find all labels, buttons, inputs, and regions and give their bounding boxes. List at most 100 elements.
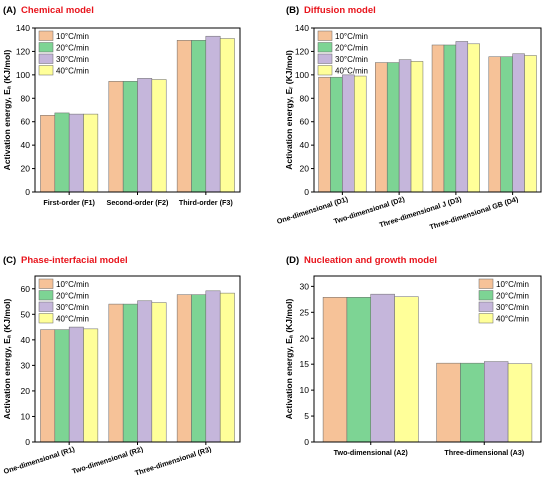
bar-2-3 — [191, 40, 207, 193]
bar-1-4 — [488, 56, 501, 193]
chart-panel-1: (A) Chemical model 0 20 40 60 80 100 120 140 First… — [2, 5, 241, 207]
panel-letter: (D) — [286, 255, 299, 266]
ytick-label: 40 — [21, 140, 31, 150]
legend-label: 40°C/min — [56, 315, 89, 324]
bar-3-3 — [205, 290, 221, 443]
bar-1-1 — [318, 76, 331, 193]
bar-1-3 — [431, 44, 445, 193]
bar-4-2 — [410, 61, 424, 193]
panel-title: Nucleation and growth model — [304, 255, 437, 266]
ytick-label: 80 — [21, 93, 31, 103]
panel-title: Diffusion model — [304, 5, 376, 16]
legend-swatch — [38, 313, 54, 324]
ytick-label: 100 — [295, 70, 309, 80]
xtick-label: Three-dimensional (A3) — [444, 448, 524, 457]
legend-swatch — [478, 313, 494, 324]
panel-letter: (B) — [286, 5, 299, 16]
legend-swatch — [38, 65, 54, 76]
legend-label: 10°C/min — [56, 32, 89, 41]
panel-title: Phase-interfacial model — [21, 255, 128, 266]
legend-swatch — [38, 301, 54, 312]
bar-2-1 — [346, 297, 372, 443]
bar-4-3 — [219, 38, 235, 193]
xtick-label: One-dimensional (R1) — [2, 444, 76, 476]
bar-3-2 — [137, 300, 153, 443]
bar-3-3 — [455, 41, 469, 193]
legend: 10°C/min 20°C/min 30°C/min 40°C/min — [317, 30, 368, 76]
legend-swatch — [317, 53, 333, 64]
ytick-label: 120 — [16, 46, 30, 56]
legend-swatch — [478, 301, 494, 312]
legend-swatch — [478, 290, 494, 301]
ytick-label: 20 — [21, 164, 31, 174]
ytick-label: 60 — [300, 117, 310, 127]
ytick-label: 80 — [300, 93, 310, 103]
bar-3-2 — [137, 78, 153, 193]
ytick-label: 20 — [300, 333, 310, 343]
legend-label: 40°C/min — [496, 315, 529, 324]
ytick-label: 25 — [300, 307, 310, 317]
bar-4-3 — [467, 43, 480, 193]
legend-label: 20°C/min — [335, 44, 368, 53]
legend-swatch — [38, 42, 54, 53]
legend-label: 40°C/min — [56, 67, 89, 76]
y-axis-label: Activation energy, Eᵣ (KJ/mol) — [284, 50, 294, 170]
xtick-label: Third-order (F3) — [179, 198, 234, 207]
panel-letter: (A) — [3, 5, 16, 16]
y-axis-label: Activation energy, Eₐ (KJ/mol) — [2, 299, 12, 420]
xtick-label: Second-order (F2) — [107, 198, 170, 207]
bar-4-3 — [219, 292, 235, 443]
bar-3-2 — [484, 361, 509, 443]
legend-label: 30°C/min — [56, 303, 89, 312]
legend-label: 20°C/min — [56, 292, 89, 301]
panel-title: Chemical model — [21, 5, 94, 16]
plot-frame — [313, 275, 542, 443]
bar-2-2 — [460, 362, 485, 443]
legend-swatch — [38, 30, 54, 41]
bar-4-2 — [151, 79, 167, 193]
y-axis-label: Activation energy, Eₐ (KJ/mol) — [284, 299, 294, 420]
bar-1-1 — [40, 329, 56, 443]
bar-2-2 — [122, 303, 138, 443]
bar-3-3 — [205, 35, 221, 193]
legend-swatch — [38, 53, 54, 64]
bar-2-2 — [122, 81, 138, 193]
ytick-label: 5 — [304, 411, 309, 421]
legend: 10°C/min 20°C/min 30°C/min 40°C/min — [38, 30, 89, 76]
ytick-label: 10 — [300, 385, 310, 395]
ytick-label: 40 — [300, 140, 310, 150]
ytick-label: 140 — [16, 23, 30, 33]
legend-label: 30°C/min — [496, 303, 529, 312]
legend-label: 10°C/min — [496, 280, 529, 289]
legend-label: 10°C/min — [56, 280, 89, 289]
bar-2-1 — [54, 329, 70, 443]
legend-label: 10°C/min — [335, 32, 368, 41]
y-axis-label: Activation energy, Eₐ (KJ/mol) — [2, 50, 12, 171]
xtick-label: First-order (F1) — [43, 198, 95, 207]
legend-label: 20°C/min — [496, 292, 529, 301]
ytick-label: 50 — [21, 309, 31, 319]
ytick-label: 15 — [300, 359, 310, 369]
bar-4-1 — [354, 75, 367, 193]
xtick-label: Three-dimensional (R3) — [134, 444, 213, 477]
ytick-label: 60 — [21, 284, 31, 294]
bar-3-1 — [370, 293, 395, 443]
bar-1-2 — [108, 81, 124, 193]
ytick-label: 0 — [25, 437, 30, 447]
bar-3-4 — [512, 53, 525, 193]
legend-swatch — [317, 42, 333, 53]
legend-swatch — [38, 290, 54, 301]
xtick-label: Two-dimensional (A2) — [334, 448, 409, 457]
ytick-label: 100 — [16, 70, 30, 80]
bar-2-3 — [443, 44, 457, 193]
bar-4-1 — [83, 328, 99, 443]
bar-4-1 — [394, 296, 419, 443]
plot-frame — [313, 27, 542, 193]
ytick-label: 0 — [25, 187, 30, 197]
ytick-label: 140 — [295, 23, 309, 33]
chart-panel-3: (C) Phase-interfacial model 0 10 20 30 40 50 60 O… — [2, 255, 241, 478]
ytick-label: 20 — [21, 386, 31, 396]
ytick-label: 60 — [21, 117, 31, 127]
bar-4-2 — [507, 363, 533, 443]
chart-panel-2: (B) Diffusion model020406080100120140One-… — [276, 5, 542, 232]
